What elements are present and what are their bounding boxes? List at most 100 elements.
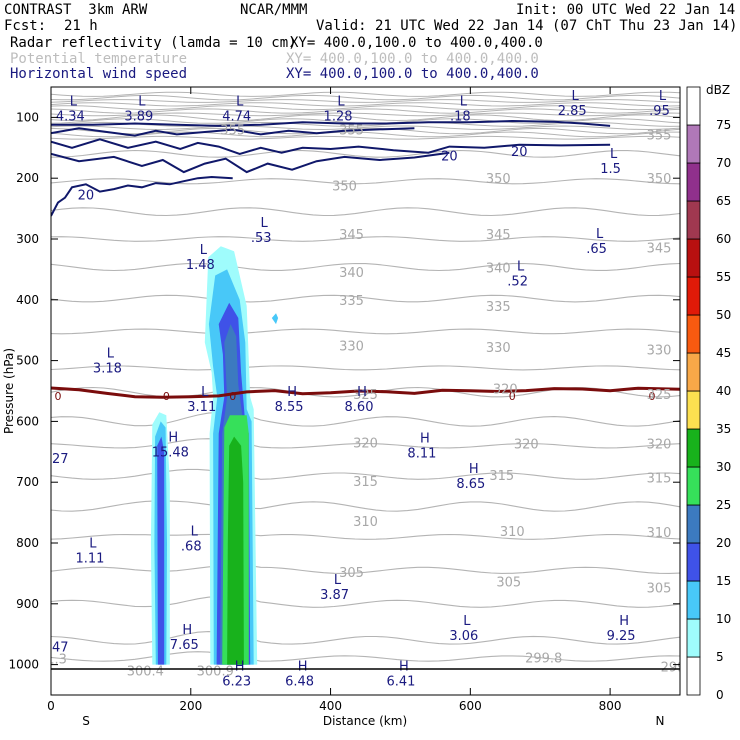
wind-extremum-type: H xyxy=(235,660,245,675)
x-tick-label: 800 xyxy=(599,699,622,713)
colorbar-cell xyxy=(686,580,701,620)
theta-contours xyxy=(51,91,680,662)
wind-extremum-value: 3.89 xyxy=(124,109,153,124)
wind-extremum-value: 1.11 xyxy=(75,551,104,566)
y-tick-label: 600 xyxy=(16,414,39,428)
theta-contour-line xyxy=(51,207,680,217)
colorbar-unit: dBZ xyxy=(706,83,730,97)
y-tick-label: 300 xyxy=(16,232,39,246)
wind-extremum-value: 3.18 xyxy=(93,362,122,377)
wind-speed-contour xyxy=(51,119,611,127)
theta-label: 1.3 xyxy=(46,653,67,668)
wind-extremum-type: L xyxy=(460,94,468,109)
wind-extremum-type: L xyxy=(337,94,345,109)
theta-label: 310 xyxy=(500,525,525,540)
colorbar-cell xyxy=(686,656,701,696)
theta-contour-line xyxy=(51,131,680,138)
wind-extremum-value: 1.48 xyxy=(186,258,215,273)
theta-label: 320 xyxy=(353,437,378,452)
theta-label: 340 xyxy=(486,262,511,277)
colorbar-cell xyxy=(686,238,701,278)
wind-speed-contour xyxy=(51,138,611,155)
wind-extremum-type: H xyxy=(298,660,308,675)
wind-extremum-value: 1.5 xyxy=(600,162,621,177)
freezing-level-label: 0 xyxy=(649,390,656,403)
wind-contours xyxy=(51,119,611,217)
colorbar-cell xyxy=(686,314,701,354)
field-xy-reflectivity: XY= 400.0,100.0 to 400.0,400.0 xyxy=(290,35,543,51)
theta-label: 315 xyxy=(647,471,672,486)
field-xy-theta: XY= 400.0,100.0 to 400.0,400.0 xyxy=(286,51,539,67)
theta-contour-line xyxy=(51,262,680,272)
wind-extremum-type: L xyxy=(517,260,525,275)
y-tick-label: 1000 xyxy=(8,658,39,672)
theta-label: 355 xyxy=(220,124,245,139)
theta-label: 305 xyxy=(339,566,364,581)
theta-label: 310 xyxy=(353,515,378,530)
wind-extremum-type: L xyxy=(191,525,199,540)
wind-extremum-value: .95 xyxy=(649,104,670,119)
theta-label: 300.4 xyxy=(127,665,164,680)
colorbar-label: 35 xyxy=(716,422,731,436)
theta-label: 355 xyxy=(339,124,364,139)
colorbar-label: 75 xyxy=(716,118,731,132)
plot-frame xyxy=(50,86,681,696)
colorbar-cell xyxy=(686,276,701,316)
wind-extremum-value: 3.11 xyxy=(187,400,216,415)
colorbar: 0 5 10 15 20 25 30 35 40 45 50 55 60 65 70 75 xyxy=(686,86,731,702)
wind-extremum-value: 1.28 xyxy=(324,109,353,124)
colorbar-label: 45 xyxy=(716,346,731,360)
theta-label: 310 xyxy=(647,526,672,541)
y-axis-title: Pressure (hPa) xyxy=(2,348,16,434)
wind-extrema-labels: L4.34L3.89L4.74L1.28L.18L2.85L.95L1.5L.5… xyxy=(52,89,670,690)
wind-extremum-value: 15.48 xyxy=(152,446,189,461)
wind-speed-contour xyxy=(51,175,233,217)
theta-label: 305 xyxy=(647,581,672,596)
theta-label: 315 xyxy=(353,475,378,490)
wind-extremum-type: H xyxy=(168,431,178,446)
wind-extremum-value: 4.74 xyxy=(222,109,251,124)
freezing-level-label: 0 xyxy=(509,390,516,403)
colorbar-label: 5 xyxy=(716,650,724,664)
colorbar-cell xyxy=(686,86,701,126)
theta-contour-line xyxy=(51,294,680,303)
x-tick-label: 400 xyxy=(319,699,342,713)
colorbar-cell xyxy=(686,162,701,202)
theta-contour-line xyxy=(51,149,680,158)
theta-contour-line xyxy=(51,328,680,335)
theta-label: 320 xyxy=(493,383,518,398)
wind-speed-contour xyxy=(51,151,450,174)
y-tick-label: 100 xyxy=(16,110,39,124)
x-axis-title: Distance (km) xyxy=(323,714,407,728)
wind-extremum-type: L xyxy=(200,243,208,258)
colorbar-cell xyxy=(686,200,701,240)
freezing-level-line: 0 0 0 0 0 xyxy=(51,386,680,403)
theta-label: 299 xyxy=(661,660,686,675)
theta-contour-line xyxy=(51,91,680,97)
wind-extremum-type: L xyxy=(261,216,269,231)
wind-extremum-type: L xyxy=(572,89,580,104)
x-tick-label: 0 xyxy=(47,699,55,713)
theta-contour-line xyxy=(51,102,680,107)
wind-extremum-value: 6.48 xyxy=(285,675,314,690)
colorbar-cell xyxy=(686,390,701,430)
freezing-level-path xyxy=(51,386,680,399)
theta-contour-line xyxy=(51,135,680,140)
wind-extremum-value: .68 xyxy=(181,540,202,555)
wind-extremum-value: 8.11 xyxy=(407,447,436,462)
wind-extremum-value: 8.60 xyxy=(345,400,374,415)
x-tick-label: 600 xyxy=(459,699,482,713)
field-xy-wind: XY= 400.0,100.0 to 400.0,400.0 xyxy=(286,66,539,82)
wind-extremum-value: 4.34 xyxy=(56,109,85,124)
theta-label: 330 xyxy=(339,339,364,354)
theta-contour-line xyxy=(51,236,680,242)
wind-contour-label: 20 xyxy=(511,145,528,160)
wind-extremum-type: L xyxy=(334,573,342,588)
freezing-level-label: 0 xyxy=(54,390,61,403)
wind-contour-label: 20 xyxy=(441,150,458,165)
wind-extremum-type: H xyxy=(182,623,192,638)
colorbar-cell xyxy=(686,504,701,544)
theta-contour-line xyxy=(51,365,680,371)
